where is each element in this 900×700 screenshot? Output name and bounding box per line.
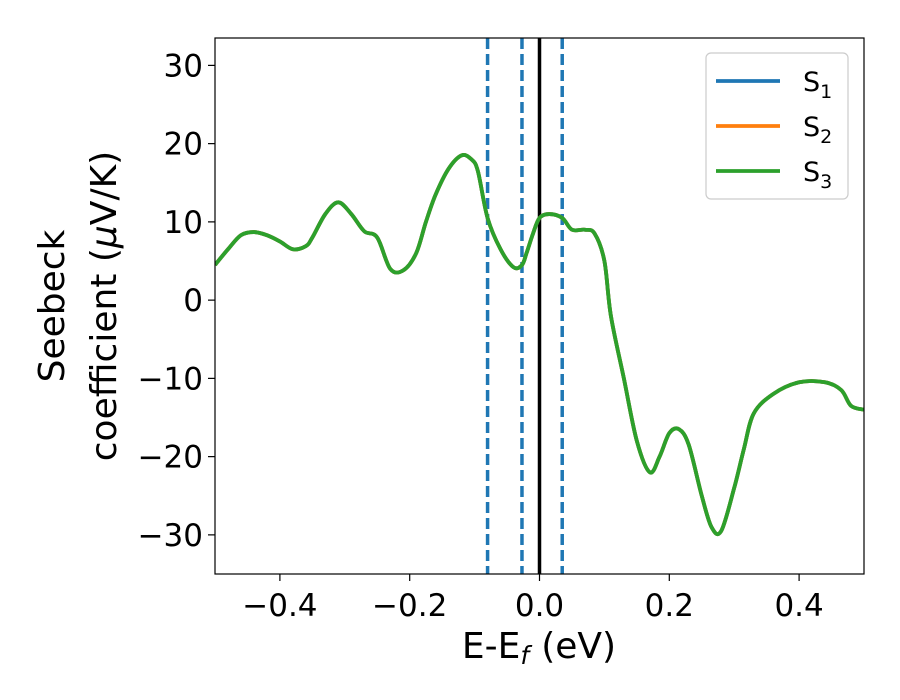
y-tick-label: 30 bbox=[164, 48, 203, 84]
x-axis-ticks: −0.4 −0.2 0.0 0.2 0.4 bbox=[242, 574, 824, 624]
y-axis-title: Seebeck coefficient (μV/K) bbox=[32, 151, 125, 461]
y-axis-title-line2: coefficient (μV/K) bbox=[84, 151, 125, 461]
x-axis-title-sub: f bbox=[520, 641, 532, 670]
y-axis-title-line2-text: coefficient ( bbox=[84, 248, 125, 461]
vertical-marker-lines bbox=[485, 38, 564, 574]
legend-items: S1 S2 S3 bbox=[716, 67, 832, 193]
x-tick-label: 0.2 bbox=[645, 588, 694, 624]
y-tick-label: 20 bbox=[164, 127, 203, 163]
x-axis-title-main: E-E bbox=[462, 626, 520, 667]
x-axis-title-unit: (eV) bbox=[541, 626, 616, 667]
x-axis-title: E-Ef (eV) bbox=[462, 626, 616, 670]
y-tick-label: 10 bbox=[164, 205, 203, 241]
legend: S1 S2 S3 bbox=[705, 52, 849, 200]
series-line-s3 bbox=[215, 153, 864, 537]
y-tick-label: −30 bbox=[138, 518, 203, 554]
y-axis-title-line1: Seebeck bbox=[32, 229, 73, 382]
y-tick-label: −10 bbox=[138, 361, 203, 397]
y-axis-ticks: −30 −20 −10 0 10 20 30 bbox=[138, 48, 215, 554]
series-lines bbox=[215, 153, 864, 537]
y-axis-title-mu: μ bbox=[84, 225, 125, 249]
y-axis-title-unit: V/K) bbox=[84, 151, 125, 225]
y-tick-label: 0 bbox=[183, 283, 203, 319]
x-tick-label: 0.4 bbox=[774, 588, 823, 624]
y-tick-label: −20 bbox=[138, 440, 203, 476]
legend-label-s2: S2 bbox=[803, 112, 832, 148]
legend-label-s1: S1 bbox=[803, 67, 832, 103]
x-tick-label: −0.2 bbox=[372, 588, 447, 624]
legend-label-s3: S3 bbox=[803, 157, 832, 193]
x-tick-label: −0.4 bbox=[242, 588, 317, 624]
x-tick-label: 0.0 bbox=[515, 588, 564, 624]
